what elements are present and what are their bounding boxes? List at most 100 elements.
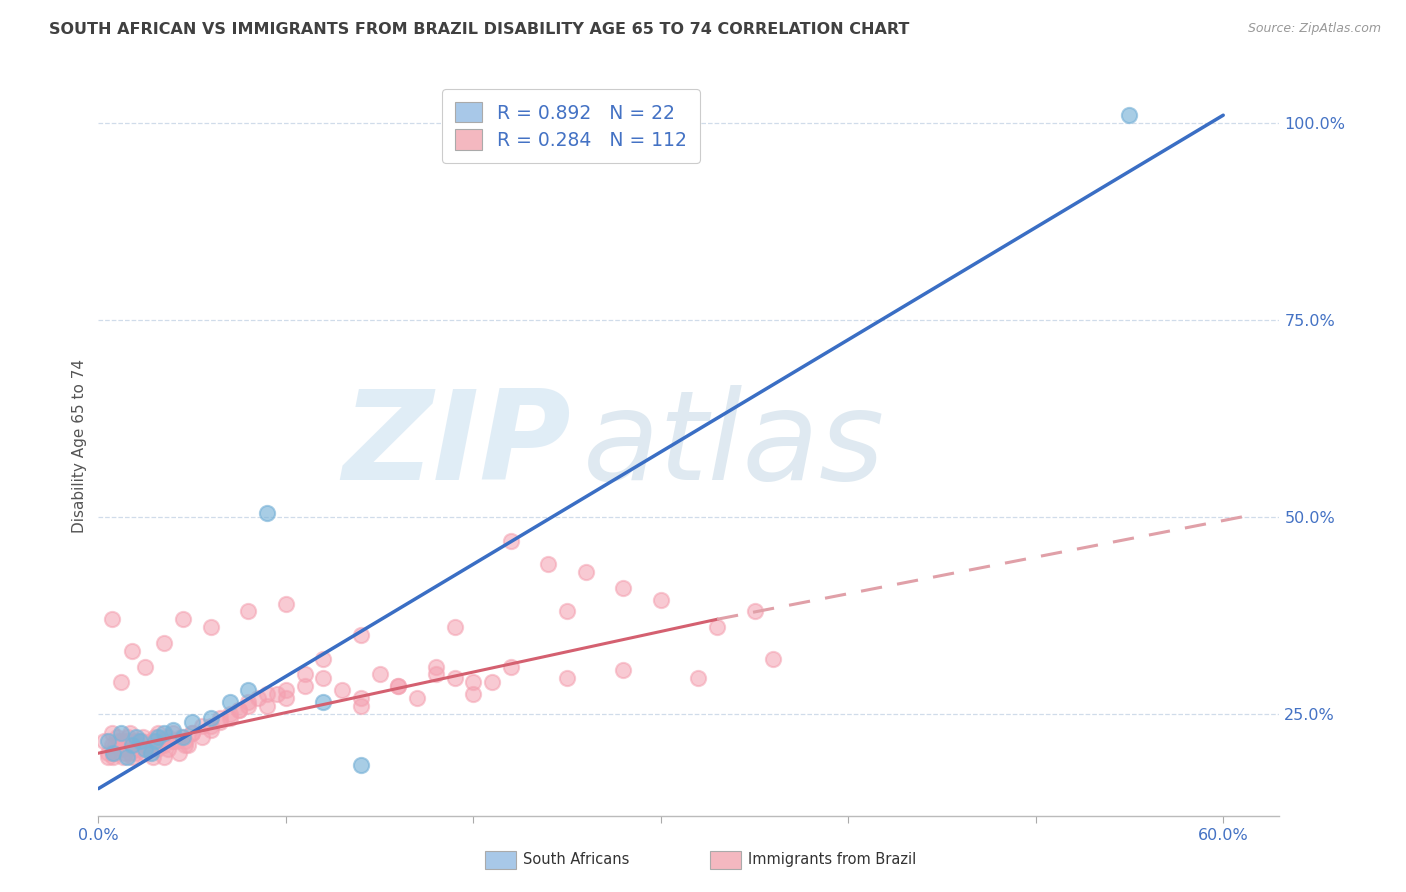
Point bbox=[156, 742, 179, 756]
Point bbox=[190, 731, 212, 745]
Point bbox=[650, 592, 672, 607]
Point bbox=[274, 597, 297, 611]
Point bbox=[131, 734, 153, 748]
Point bbox=[100, 739, 122, 753]
Point bbox=[218, 706, 240, 721]
Point bbox=[537, 557, 560, 571]
Point bbox=[162, 723, 184, 737]
Point bbox=[121, 750, 143, 764]
Point bbox=[143, 731, 166, 745]
Point bbox=[499, 533, 522, 548]
Point bbox=[111, 742, 134, 756]
Point bbox=[238, 683, 260, 698]
Point bbox=[134, 746, 156, 760]
Point bbox=[612, 664, 634, 678]
Point bbox=[153, 739, 176, 753]
Point bbox=[170, 731, 193, 745]
Point bbox=[111, 750, 134, 764]
Point bbox=[97, 734, 120, 748]
Point bbox=[128, 734, 150, 748]
Point bbox=[218, 711, 240, 725]
Point bbox=[132, 731, 155, 745]
Point bbox=[125, 746, 148, 760]
Point bbox=[121, 644, 143, 658]
Point bbox=[143, 734, 166, 748]
Point bbox=[443, 620, 465, 634]
Point bbox=[153, 750, 176, 764]
Point bbox=[120, 726, 142, 740]
Point bbox=[139, 734, 162, 748]
Point bbox=[117, 731, 139, 745]
Point bbox=[443, 671, 465, 685]
Point bbox=[134, 742, 156, 756]
Point bbox=[256, 698, 278, 713]
Point bbox=[200, 620, 222, 634]
Point bbox=[153, 726, 176, 740]
Point bbox=[209, 714, 232, 729]
Point bbox=[150, 734, 173, 748]
Point bbox=[128, 734, 150, 748]
Point bbox=[120, 746, 142, 760]
Point bbox=[181, 726, 204, 740]
Point bbox=[228, 703, 250, 717]
Point bbox=[134, 659, 156, 673]
Text: South Africans: South Africans bbox=[523, 853, 630, 867]
Point bbox=[172, 612, 194, 626]
Point bbox=[350, 628, 373, 642]
Point bbox=[387, 679, 409, 693]
Point bbox=[104, 746, 127, 760]
Point bbox=[172, 731, 194, 745]
Point bbox=[744, 604, 766, 618]
Point bbox=[93, 734, 115, 748]
Point bbox=[294, 667, 316, 681]
Point bbox=[104, 739, 127, 753]
Point bbox=[228, 703, 250, 717]
Point bbox=[266, 687, 288, 701]
Point bbox=[153, 636, 176, 650]
Point bbox=[110, 734, 132, 748]
Point bbox=[762, 651, 785, 665]
Point bbox=[114, 746, 136, 760]
Text: Immigrants from Brazil: Immigrants from Brazil bbox=[748, 853, 917, 867]
Point bbox=[238, 698, 260, 713]
Point bbox=[122, 739, 145, 753]
Point bbox=[115, 734, 138, 748]
Point bbox=[162, 726, 184, 740]
Point bbox=[162, 734, 184, 748]
Point bbox=[425, 667, 447, 681]
Point bbox=[190, 718, 212, 732]
Point bbox=[105, 731, 128, 745]
Point bbox=[127, 742, 149, 756]
Point bbox=[274, 691, 297, 706]
Point bbox=[481, 675, 503, 690]
Text: atlas: atlas bbox=[582, 385, 884, 507]
Point bbox=[575, 565, 598, 579]
Y-axis label: Disability Age 65 to 74: Disability Age 65 to 74 bbox=[72, 359, 87, 533]
Text: SOUTH AFRICAN VS IMMIGRANTS FROM BRAZIL DISABILITY AGE 65 TO 74 CORRELATION CHAR: SOUTH AFRICAN VS IMMIGRANTS FROM BRAZIL … bbox=[49, 22, 910, 37]
Point bbox=[312, 671, 335, 685]
Point bbox=[688, 671, 710, 685]
Text: ZIP: ZIP bbox=[342, 385, 571, 507]
Point bbox=[463, 687, 485, 701]
Point bbox=[209, 711, 232, 725]
Point bbox=[156, 731, 179, 745]
Point bbox=[350, 698, 373, 713]
Point bbox=[330, 683, 353, 698]
Point bbox=[612, 581, 634, 595]
Point bbox=[148, 726, 170, 740]
Point bbox=[425, 659, 447, 673]
Point bbox=[181, 714, 204, 729]
Point bbox=[463, 675, 485, 690]
Point bbox=[312, 695, 335, 709]
Point bbox=[148, 731, 170, 745]
Legend: R = 0.892   N = 22, R = 0.284   N = 112: R = 0.892 N = 22, R = 0.284 N = 112 bbox=[441, 89, 700, 162]
Point bbox=[312, 651, 335, 665]
Point bbox=[238, 604, 260, 618]
Point bbox=[142, 750, 165, 764]
Bar bbox=[485, 851, 516, 869]
Point bbox=[387, 679, 409, 693]
Point bbox=[166, 734, 188, 748]
Point bbox=[97, 746, 120, 760]
Point bbox=[499, 659, 522, 673]
Point bbox=[200, 718, 222, 732]
